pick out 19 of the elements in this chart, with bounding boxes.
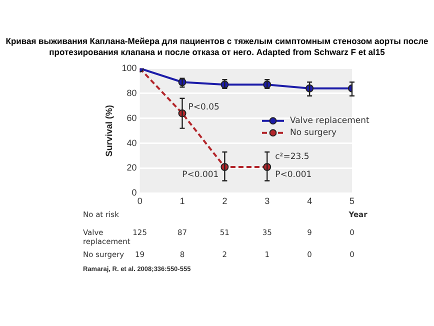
legend-label: Valve replacement xyxy=(290,116,370,126)
legend-label: No surgery xyxy=(290,128,337,138)
y-tick-label: 40 xyxy=(126,138,137,148)
x-tick-label: 3 xyxy=(264,196,270,206)
chart-title: Кривая выживания Каплана-Мейера для пациентов с тяжелым симптомным стенозом аорты после протезирования клапана и после отказа от него. Adapted from Schwarz F et al15 xyxy=(4,36,430,58)
x-tick-label: 2 xyxy=(222,196,228,206)
annotation: P<0.001 xyxy=(182,170,219,180)
y-tick-label: 60 xyxy=(126,112,137,123)
y-tick-label: 80 xyxy=(126,88,137,98)
x-tick-label: 1 xyxy=(180,196,185,206)
annotation: P<0.05 xyxy=(188,102,220,113)
y-tick-label: 20 xyxy=(126,162,137,173)
annotation: P<0.001 xyxy=(275,170,312,180)
x-tick-label: 4 xyxy=(307,196,312,206)
y-axis-title: Survival (%) xyxy=(104,105,114,157)
y-tick-label: 0 xyxy=(132,188,137,198)
y-tick-label: 100 xyxy=(122,62,137,73)
x-tick-label: 5 xyxy=(349,196,355,206)
annotation: c²=23.5 xyxy=(275,152,310,162)
